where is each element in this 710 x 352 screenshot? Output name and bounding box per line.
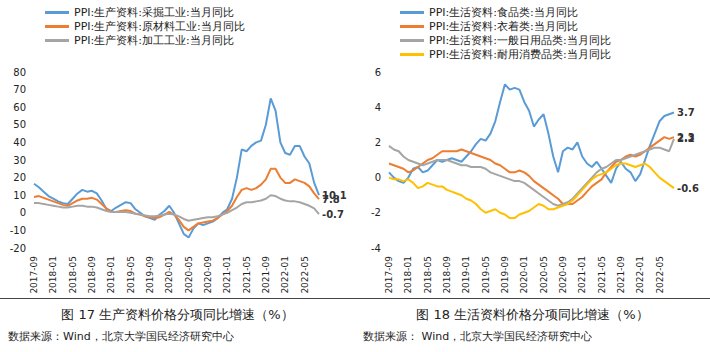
svg-text:PPI:生产资料:加工工业:当月同比: PPI:生产资料:加工工业:当月同比 [74, 34, 234, 47]
svg-text:-0.7: -0.7 [322, 209, 344, 220]
svg-text:2022-01: 2022-01 [635, 256, 645, 294]
svg-text:2019-01: 2019-01 [461, 256, 471, 294]
svg-text:2020-09: 2020-09 [558, 256, 568, 294]
svg-text:50: 50 [13, 119, 26, 130]
svg-text:2020-01: 2020-01 [164, 256, 174, 294]
svg-text:2021-01: 2021-01 [577, 256, 587, 294]
svg-text:2018-01: 2018-01 [48, 256, 58, 294]
svg-text:10: 10 [13, 190, 26, 201]
svg-text:2018-01: 2018-01 [403, 256, 413, 294]
svg-text:2020-01: 2020-01 [519, 256, 529, 294]
svg-text:PPI:生活资料:衣着类:当月同比: PPI:生活资料:衣着类:当月同比 [429, 20, 578, 33]
svg-text:2021-01: 2021-01 [222, 256, 232, 294]
html-text:数据来源： Wind，北京大学国民经济研究中心: 数据来源： Wind，北京大学国民经济研究中心 [363, 330, 593, 343]
svg-text:40: 40 [13, 137, 26, 148]
svg-text:2019-05: 2019-05 [481, 256, 491, 294]
svg-text:20: 20 [13, 172, 26, 183]
svg-text:2018-05: 2018-05 [68, 256, 78, 294]
svg-text:0: 0 [20, 207, 26, 218]
svg-text:2022-01: 2022-01 [280, 256, 290, 294]
svg-text:PPI:生活资料:食品类:当月同比: PPI:生活资料:食品类:当月同比 [429, 6, 578, 19]
svg-text:2.2: 2.2 [677, 133, 695, 144]
svg-text:2018-05: 2018-05 [423, 256, 433, 294]
svg-text:2020-05: 2020-05 [184, 256, 194, 294]
svg-text:3.7: 3.7 [677, 107, 695, 118]
svg-text:2019-01: 2019-01 [106, 256, 116, 294]
html-text:图 17 生产资料价格分项同比增速（%）: 图 17 生产资料价格分项同比增速（%） [61, 307, 294, 322]
svg-text:-4: -4 [371, 243, 381, 254]
svg-text:2019-09: 2019-09 [145, 256, 155, 294]
svg-text:6: 6 [375, 67, 381, 78]
svg-text:2022-05: 2022-05 [300, 256, 310, 294]
svg-text:2021-05: 2021-05 [242, 256, 252, 294]
svg-text:PPI:生产资料:原材料工业:当月同比: PPI:生产资料:原材料工业:当月同比 [74, 20, 245, 33]
svg-text:2017-09: 2017-09 [29, 256, 39, 294]
svg-text:2021-09: 2021-09 [616, 256, 626, 294]
svg-text:PPI:生产资料:采掘工业:当月同比: PPI:生产资料:采掘工业:当月同比 [74, 6, 234, 19]
svg-text:2019-09: 2019-09 [500, 256, 510, 294]
svg-text:2020-09: 2020-09 [203, 256, 213, 294]
html-text:数据来源：Wind，北京大学国民经济研究中心: 数据来源：Wind，北京大学国民经济研究中心 [8, 330, 234, 343]
svg-text:-2: -2 [371, 207, 381, 218]
svg-text:-0.6: -0.6 [677, 183, 699, 194]
svg-text:60: 60 [13, 102, 26, 113]
svg-text:2018-09: 2018-09 [442, 256, 452, 294]
svg-text:2019-05: 2019-05 [126, 256, 136, 294]
svg-text:2018-09: 2018-09 [87, 256, 97, 294]
svg-text:70: 70 [13, 84, 26, 95]
svg-text:80: 80 [13, 67, 26, 78]
svg-text:4: 4 [375, 102, 381, 113]
svg-text:PPI:生活资料:一般日用品类:当月同比: PPI:生活资料:一般日用品类:当月同比 [429, 34, 611, 47]
html-text:图 18 生活资料价格分项同比增速（%）: 图 18 生活资料价格分项同比增速（%） [416, 307, 649, 322]
svg-text:2021-05: 2021-05 [597, 256, 607, 294]
svg-text:-20: -20 [10, 243, 26, 254]
svg-text:2020-05: 2020-05 [539, 256, 549, 294]
svg-text:2021-09: 2021-09 [261, 256, 271, 294]
svg-text:7.8: 7.8 [322, 194, 340, 205]
svg-text:PPI:生活资料:耐用消费品类:当月同比: PPI:生活资料:耐用消费品类:当月同比 [429, 48, 611, 61]
svg-text:0: 0 [375, 172, 381, 183]
svg-text:-10: -10 [10, 225, 26, 236]
svg-text:30: 30 [13, 155, 26, 166]
svg-text:2022-05: 2022-05 [655, 256, 665, 294]
svg-text:2: 2 [375, 137, 381, 148]
svg-text:2017-09: 2017-09 [384, 256, 394, 294]
